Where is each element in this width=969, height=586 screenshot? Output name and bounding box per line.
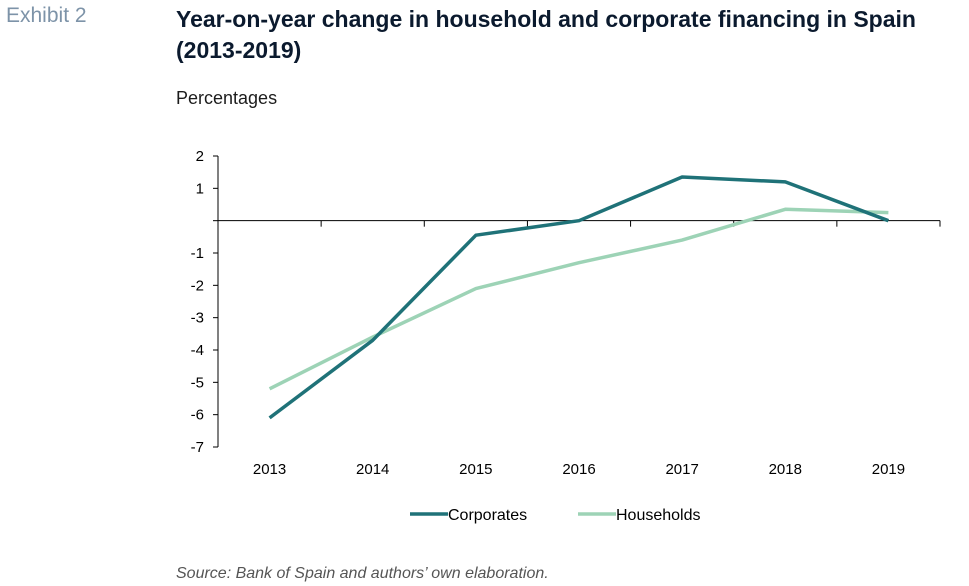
legend: Corporates Households: [410, 507, 701, 524]
x-tick-label: 2016: [562, 461, 595, 478]
y-tick-label: -5: [191, 374, 204, 391]
chart-title: Year-on-year change in household and cor…: [176, 6, 916, 63]
x-tick-label: 2018: [769, 461, 802, 478]
legend-label-households: Households: [616, 507, 701, 524]
legend-label-corporates: Corporates: [448, 507, 527, 524]
y-tick-label: -4: [191, 342, 204, 359]
y-tick-label: -3: [191, 310, 204, 327]
series-line-households: [268, 207, 889, 391]
series-line-corporates: [268, 175, 890, 420]
y-tick-label: 2: [196, 148, 204, 165]
chart-subtitle: Percentages: [176, 88, 278, 108]
y-tick-label: -7: [191, 439, 204, 456]
axes: -7 -6 -5 -4 -3 -2 -1 1 2 2013 2014 2015 2016 2017 2018…: [191, 148, 941, 478]
x-tick-label: 2015: [459, 461, 492, 478]
exhibit-label: Exhibit 2: [6, 4, 87, 27]
x-tick-label: 2014: [356, 461, 389, 478]
y-tick-label: -2: [191, 277, 204, 294]
source-note: Source: Bank of Spain and authors’ own e…: [176, 565, 549, 582]
x-tick-label: 2019: [872, 461, 905, 478]
x-tick-label: 2013: [253, 461, 286, 478]
series-lines: [268, 175, 890, 420]
y-tick-label: -6: [191, 407, 204, 424]
x-tick-label: 2017: [665, 461, 698, 478]
y-tick-label: 1: [196, 180, 204, 197]
y-tick-label: -1: [191, 245, 204, 262]
